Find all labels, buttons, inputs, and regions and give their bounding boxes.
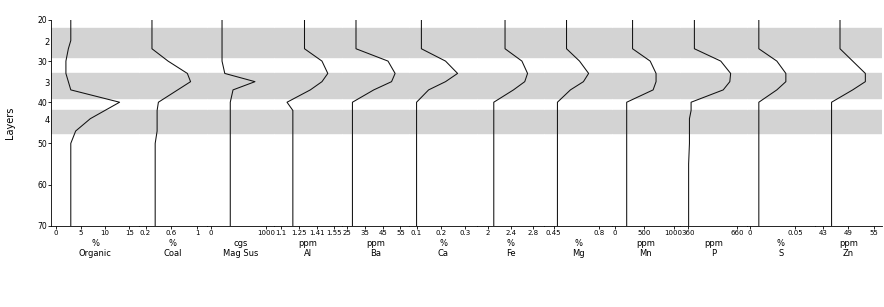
Bar bbox=[51, 28, 139, 57]
Bar bbox=[139, 28, 207, 57]
Bar bbox=[612, 73, 680, 98]
X-axis label: ppm
Mn: ppm Mn bbox=[636, 239, 655, 258]
Text: 3: 3 bbox=[44, 79, 50, 88]
Bar bbox=[409, 111, 476, 133]
X-axis label: %
S: % S bbox=[777, 239, 785, 258]
Bar bbox=[545, 73, 612, 98]
X-axis label: %
Organic: % Organic bbox=[79, 239, 111, 258]
X-axis label: ppm
P: ppm P bbox=[704, 239, 723, 258]
Bar bbox=[207, 111, 274, 133]
Bar bbox=[207, 28, 274, 57]
Bar bbox=[680, 28, 747, 57]
Bar bbox=[815, 111, 882, 133]
Bar bbox=[680, 73, 747, 98]
X-axis label: ppm
Zn: ppm Zn bbox=[839, 239, 857, 258]
Bar bbox=[747, 73, 815, 98]
Bar bbox=[545, 28, 612, 57]
Bar bbox=[747, 111, 815, 133]
Bar bbox=[51, 73, 139, 98]
Bar bbox=[476, 28, 545, 57]
Bar bbox=[342, 111, 409, 133]
Bar bbox=[274, 111, 342, 133]
Bar bbox=[139, 73, 207, 98]
Text: 2: 2 bbox=[44, 38, 50, 47]
Bar bbox=[51, 111, 139, 133]
Bar bbox=[612, 111, 680, 133]
Y-axis label: Layers: Layers bbox=[5, 107, 15, 139]
X-axis label: %
Ca: % Ca bbox=[438, 239, 448, 258]
Bar bbox=[207, 73, 274, 98]
Bar bbox=[680, 111, 747, 133]
Bar bbox=[409, 28, 476, 57]
X-axis label: ppm
Al: ppm Al bbox=[299, 239, 317, 258]
Bar bbox=[274, 73, 342, 98]
Bar bbox=[342, 28, 409, 57]
Bar bbox=[139, 111, 207, 133]
X-axis label: %
Mg: % Mg bbox=[572, 239, 584, 258]
Bar bbox=[342, 73, 409, 98]
Bar bbox=[815, 73, 882, 98]
X-axis label: ppm
Ba: ppm Ba bbox=[366, 239, 385, 258]
Bar bbox=[476, 73, 545, 98]
Bar bbox=[747, 28, 815, 57]
X-axis label: %
Coal: % Coal bbox=[164, 239, 182, 258]
Bar bbox=[612, 28, 680, 57]
X-axis label: %
Fe: % Fe bbox=[506, 239, 515, 258]
Text: 4: 4 bbox=[44, 116, 50, 125]
Bar bbox=[409, 73, 476, 98]
Bar bbox=[274, 28, 342, 57]
Bar bbox=[476, 111, 545, 133]
Bar bbox=[545, 111, 612, 133]
X-axis label: cgs
Mag Sus: cgs Mag Sus bbox=[223, 239, 258, 258]
Bar bbox=[815, 28, 882, 57]
